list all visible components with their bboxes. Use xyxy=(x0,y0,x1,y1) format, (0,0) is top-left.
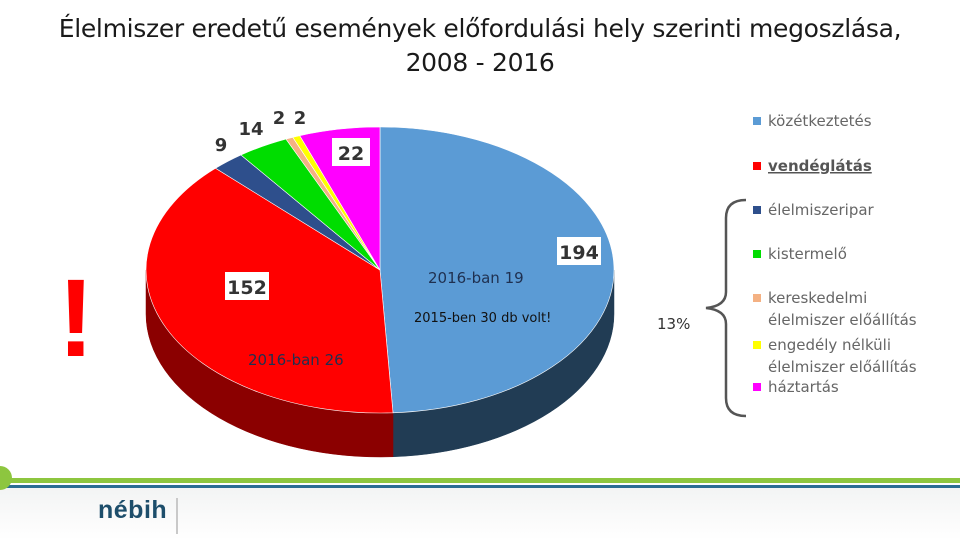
annotation-kozet-2015: 2015-ben 30 db volt! xyxy=(414,311,551,326)
legend-label-4: kereskedelmi xyxy=(768,289,867,307)
legend-brace xyxy=(705,198,747,418)
chart-title-line2: 2008 - 2016 xyxy=(405,48,555,77)
legend-label-5: engedély nélküli xyxy=(768,336,891,354)
legend-swatch-1 xyxy=(753,162,761,170)
value-label-152: 152 xyxy=(227,277,267,299)
value-label-9: 9 xyxy=(215,135,228,156)
nebih-logo: nébih xyxy=(98,496,168,524)
legend-label-0: közétkeztetés xyxy=(768,112,872,130)
value-label-2a: 2 xyxy=(273,108,286,129)
label-box-194: 194 xyxy=(557,237,601,265)
legend-label-6: háztartás xyxy=(768,378,839,396)
logo-separator xyxy=(176,498,178,534)
legend-label-4-line2: élelmiszer előállítás xyxy=(768,311,917,329)
value-label-2b: 2 xyxy=(294,108,307,129)
legend-swatch-4 xyxy=(753,294,761,302)
legend-swatch-5 xyxy=(753,341,761,349)
legend-swatch-2 xyxy=(753,206,761,214)
footer-blue-line xyxy=(0,485,960,488)
legend-label-3: kistermelő xyxy=(768,245,847,263)
footer-green-dot xyxy=(0,466,12,490)
pie-tops xyxy=(145,126,615,414)
annotation-vend-2016: 2016-ban 26 xyxy=(248,351,344,369)
legend-label-1: vendéglátás xyxy=(768,157,872,175)
exclamation-mark: ! xyxy=(58,257,95,380)
value-label-194: 194 xyxy=(559,242,599,264)
legend-swatch-0 xyxy=(753,117,761,125)
annotation-kozet-2016: 2016-ban 19 xyxy=(428,269,524,287)
legend-swatch-3 xyxy=(753,250,761,258)
legend: közétkeztetés vendéglátás élelmiszeripar ki… xyxy=(753,112,917,396)
value-label-22: 22 xyxy=(338,143,364,165)
chart-title-line1: Élelmiszer eredetű események előfordulás… xyxy=(58,14,902,43)
label-box-22: 22 xyxy=(332,138,370,166)
pie-slice-0 xyxy=(379,126,615,414)
footer-green-line xyxy=(0,478,960,483)
value-label-14: 14 xyxy=(238,119,263,140)
legend-label-5-line2: élelmiszer előállítás xyxy=(768,358,917,376)
chart-title: Élelmiszer eredetű események előfordulás… xyxy=(0,12,960,80)
label-box-152: 152 xyxy=(225,272,269,300)
group-percent: 13% xyxy=(657,315,690,333)
pie-slice-1 xyxy=(145,167,394,414)
legend-label-2: élelmiszeripar xyxy=(768,201,875,219)
footer-band xyxy=(0,488,960,540)
legend-swatch-6 xyxy=(753,383,761,391)
